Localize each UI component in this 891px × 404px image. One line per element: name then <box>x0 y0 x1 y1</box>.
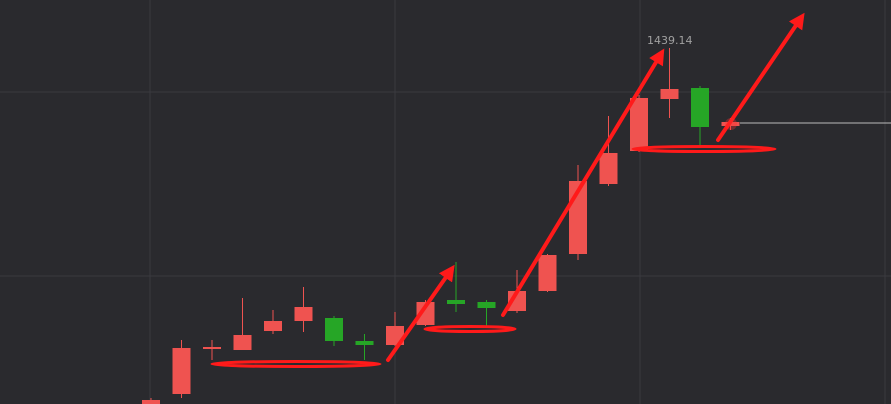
trend-arrow <box>501 48 665 317</box>
trend-arrow <box>716 12 805 142</box>
candle-body <box>599 153 618 184</box>
candle-body <box>203 347 221 349</box>
candle-body <box>660 89 679 99</box>
candle-body <box>630 98 648 151</box>
candle-body <box>142 400 160 404</box>
trend-arrow <box>386 264 455 362</box>
glow <box>725 118 737 130</box>
candle-body <box>355 341 374 345</box>
candle-body <box>691 88 709 127</box>
candle-body <box>172 348 191 394</box>
candle-body <box>538 255 557 291</box>
annotations <box>210 12 805 368</box>
candles <box>142 48 740 404</box>
candle-body <box>477 302 496 308</box>
candle-body <box>264 321 282 331</box>
support-ellipse <box>210 360 382 368</box>
high-label: 1439.14 <box>647 34 693 47</box>
candle-body <box>447 300 465 304</box>
candle-body <box>416 302 435 325</box>
candle-body <box>233 335 252 350</box>
candle-body <box>294 307 313 321</box>
candle-body <box>325 318 343 341</box>
support-ellipse <box>631 145 777 153</box>
support-ellipse <box>423 325 517 333</box>
